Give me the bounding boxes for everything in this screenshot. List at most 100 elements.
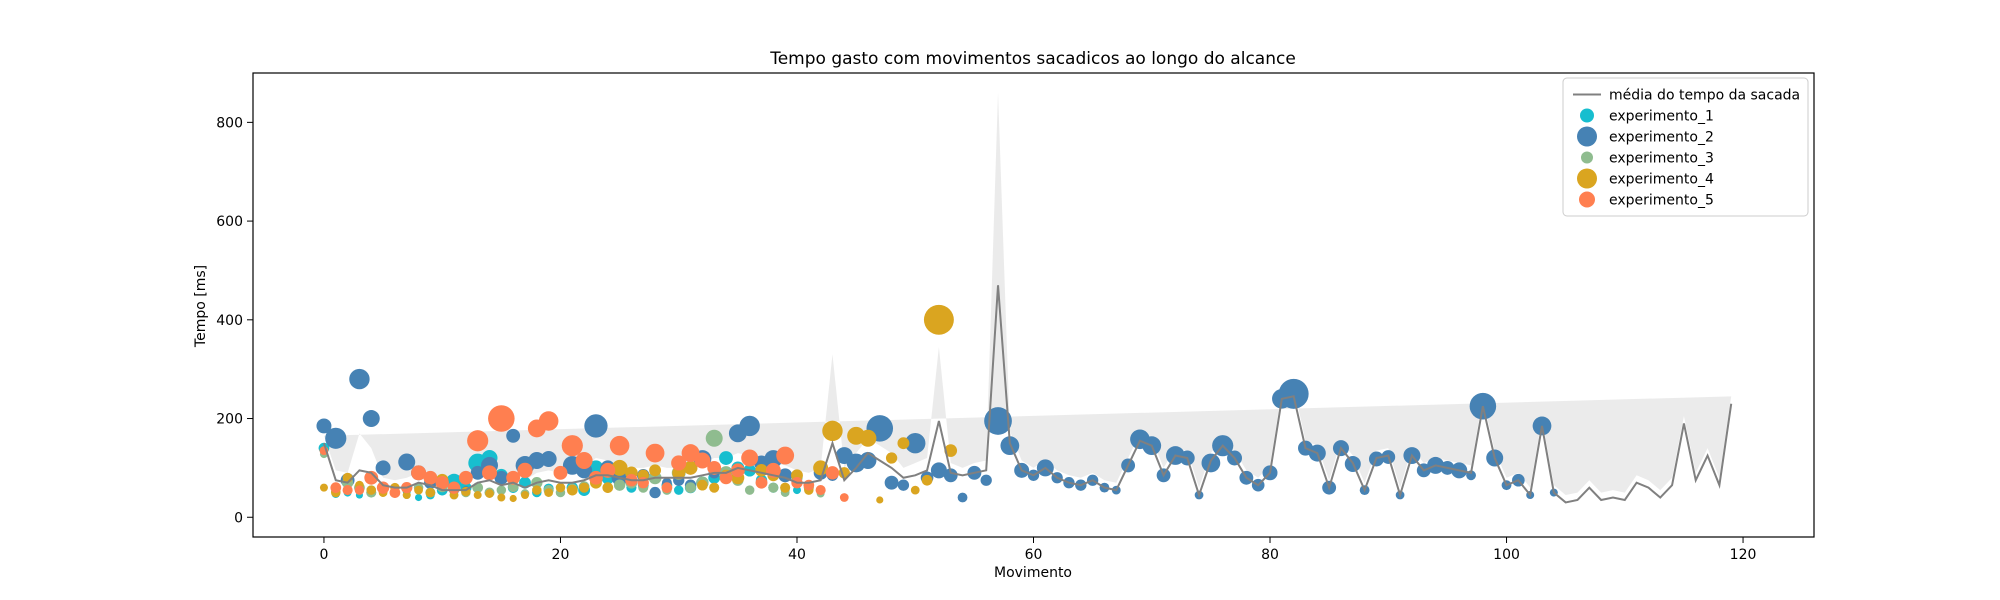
mean-line <box>323 285 1733 504</box>
point-experimento_3-38 <box>768 482 779 493</box>
legend: média do tempo da sacada experimento_1exp… <box>1562 77 1809 217</box>
point-experimento_5-39 <box>776 446 795 465</box>
point-experimento_4-52 <box>923 304 954 335</box>
legend-swatch-experimento_5 <box>1579 191 1595 208</box>
point-experimento_4-20 <box>555 482 566 493</box>
point-experimento_2-56 <box>980 474 992 486</box>
x-tick-label: 0 <box>319 547 328 563</box>
point-experimento_4-17 <box>520 491 529 500</box>
point-experimento_5-12 <box>458 470 473 485</box>
y-tick-label: 200 <box>216 412 243 428</box>
point-experimento_4-32 <box>697 479 708 491</box>
point-experimento_5-3 <box>354 485 365 495</box>
point-experimento_5-20 <box>553 465 568 480</box>
point-experimento_2-15 <box>494 470 509 485</box>
point-experimento_5-9 <box>423 470 438 485</box>
x-axis-label: Movimento <box>994 565 1072 581</box>
point-experimento_4-39 <box>780 482 791 493</box>
point-experimento_2-53 <box>943 468 958 483</box>
legend-label-experimento_5: experimento_5 <box>1609 193 1714 209</box>
point-experimento_5-17 <box>517 462 533 478</box>
point-experimento_4-51 <box>921 474 933 486</box>
x-tick-label: 40 <box>788 547 806 563</box>
point-experimento_5-10 <box>435 476 449 490</box>
point-experimento_2-28 <box>649 486 661 499</box>
point-experimento_5-21 <box>561 435 583 457</box>
point-experimento_5-16 <box>506 470 521 485</box>
point-experimento_4-46 <box>859 429 877 447</box>
point-experimento_4-21 <box>566 484 578 496</box>
point-experimento_5-30 <box>671 455 687 471</box>
legend-label-experimento_2: experimento_2 <box>1609 130 1714 146</box>
point-experimento_4-4 <box>366 485 376 495</box>
point-experimento_2-16 <box>506 428 521 443</box>
legend-box <box>1562 77 1809 217</box>
point-experimento_3-15 <box>496 485 507 495</box>
point-experimento_3-31 <box>685 482 696 494</box>
point-experimento_4-24 <box>602 482 614 494</box>
point-experimento_4-53 <box>944 444 958 457</box>
point-experimento_1-40 <box>792 486 801 495</box>
point-experimento_2-52 <box>930 462 947 479</box>
point-experimento_5-11 <box>447 481 461 494</box>
legend-label-experimento_3: experimento_3 <box>1609 151 1714 167</box>
point-experimento_5-25 <box>609 435 630 456</box>
point-experimento_4-28 <box>649 464 662 477</box>
point-experimento_4-31 <box>683 460 698 475</box>
point-experimento_1-30 <box>673 485 684 495</box>
point-experimento_4-8 <box>414 485 423 495</box>
point-experimento_4-50 <box>910 485 920 495</box>
point-experimento_1-8 <box>414 493 423 502</box>
point-experimento_2-57 <box>984 407 1012 435</box>
point-experimento_5-32 <box>694 452 711 469</box>
point-experimento_5-28 <box>645 443 665 463</box>
legend-label-experimento_1: experimento_1 <box>1609 109 1714 125</box>
point-experimento_5-15 <box>488 405 515 432</box>
y-axis-label: Tempo [ms] <box>193 265 209 348</box>
point-experimento_5-44 <box>839 493 849 502</box>
y-tick-label: 800 <box>216 115 243 131</box>
point-experimento_5-14 <box>482 465 497 481</box>
point-experimento_5-36 <box>741 449 759 467</box>
point-experimento_4-13 <box>473 491 482 500</box>
point-experimento_5-22 <box>575 451 593 469</box>
point-experimento_5-37 <box>755 476 768 489</box>
point-experimento_2-48 <box>884 475 899 490</box>
legend-swatch-experimento_2 <box>1577 126 1597 147</box>
point-experimento_2-18 <box>528 451 546 469</box>
x-axis: 0 20 40 60 80 100 120 <box>319 537 1756 563</box>
point-experimento_3-25 <box>613 479 626 491</box>
point-experimento_2-50 <box>905 433 926 454</box>
legend-mean-label: média do tempo da sacada <box>1609 88 1800 104</box>
point-experimento_4-22 <box>579 482 590 493</box>
point-experimento_5-42 <box>815 485 826 496</box>
series-experimento_5 <box>319 405 849 502</box>
y-tick-label: 400 <box>216 313 243 329</box>
point-experimento_5-43 <box>825 466 840 480</box>
point-experimento_2-19 <box>540 451 557 468</box>
point-experimento_5-1 <box>330 482 342 494</box>
point-experimento_2-0 <box>316 418 332 434</box>
point-experimento_1-23 <box>588 460 604 476</box>
point-experimento_4-33 <box>709 482 720 493</box>
point-experimento_4-43 <box>822 420 843 442</box>
y-tick-label: 0 <box>234 510 243 526</box>
point-experimento_4-14 <box>485 489 494 498</box>
point-experimento_5-4 <box>364 470 379 485</box>
point-experimento_4-49 <box>897 437 910 450</box>
point-experimento_4-47 <box>876 496 884 504</box>
point-experimento_4-25 <box>611 459 628 476</box>
x-tick-label: 60 <box>1025 547 1043 563</box>
point-experimento_4-7 <box>402 491 411 500</box>
chart-title: Tempo gasto com movimentos sacadicos ao … <box>769 49 1296 69</box>
legend-swatch-experimento_1 <box>1580 108 1594 123</box>
point-experimento_4-9 <box>425 487 436 498</box>
point-experimento_5-19 <box>538 411 559 431</box>
point-experimento_5-33 <box>707 460 722 475</box>
point-experimento_2-49 <box>897 479 910 491</box>
y-tick-label: 600 <box>216 214 243 230</box>
point-experimento_2-82 <box>1278 378 1309 409</box>
point-experimento_2-13 <box>470 465 485 480</box>
point-experimento_5-6 <box>389 487 401 498</box>
